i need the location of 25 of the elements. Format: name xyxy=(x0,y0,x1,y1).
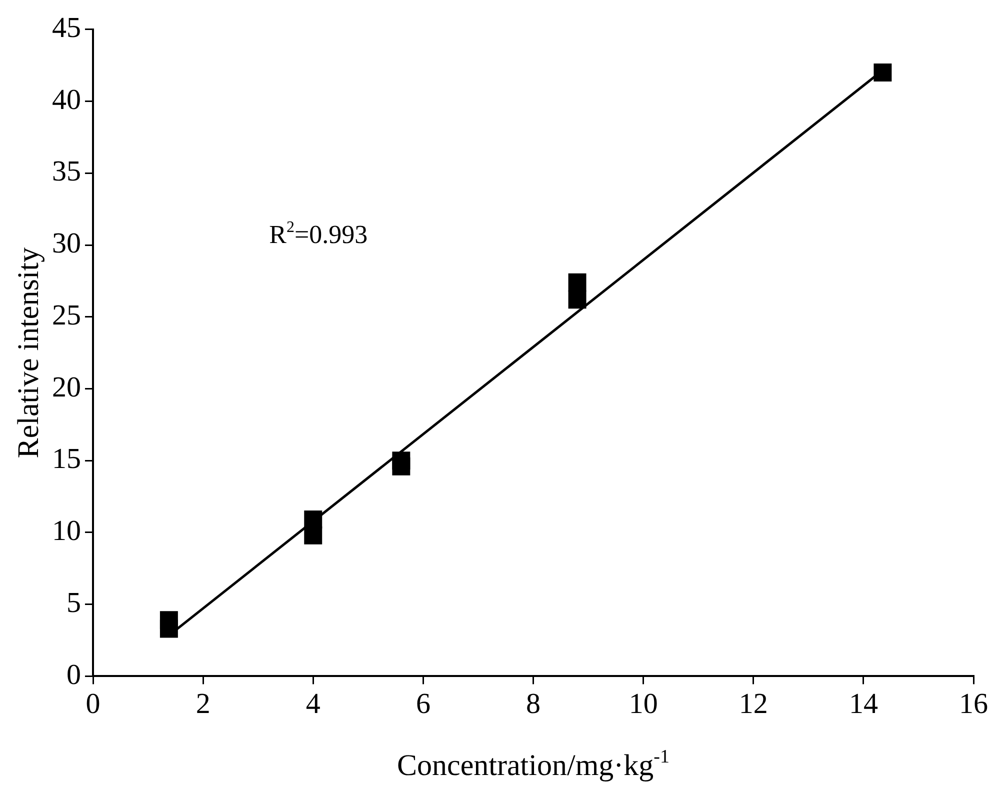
x-tick-label: 4 xyxy=(306,688,321,720)
x-tick-label: 2 xyxy=(196,688,210,720)
y-tick-label: 15 xyxy=(52,443,81,476)
y-tick-label: 45 xyxy=(52,12,81,44)
y-tick-label: 0 xyxy=(66,658,81,691)
point xyxy=(392,457,410,476)
point xyxy=(304,526,322,544)
x-tick-label: 14 xyxy=(848,688,878,720)
x-tick-label: 10 xyxy=(628,688,658,720)
y-axis-title: Relative intensity xyxy=(12,247,45,458)
point xyxy=(160,620,178,638)
y-tick-label: 25 xyxy=(52,299,81,332)
y-tick-label: 35 xyxy=(52,156,81,188)
point xyxy=(568,290,586,309)
y-tick-label: 40 xyxy=(52,84,81,116)
y-tick-label: 10 xyxy=(52,515,81,548)
y-tick-label: 20 xyxy=(52,371,81,404)
point xyxy=(568,273,586,292)
x-tick-label: 16 xyxy=(959,688,988,720)
x-tick-label: 8 xyxy=(526,688,540,720)
x-tick-label: 12 xyxy=(738,688,768,720)
x-tick-label: 6 xyxy=(416,688,430,720)
point xyxy=(874,64,892,82)
y-tick-label: 30 xyxy=(52,228,81,260)
y-tick-label: 5 xyxy=(66,586,81,619)
